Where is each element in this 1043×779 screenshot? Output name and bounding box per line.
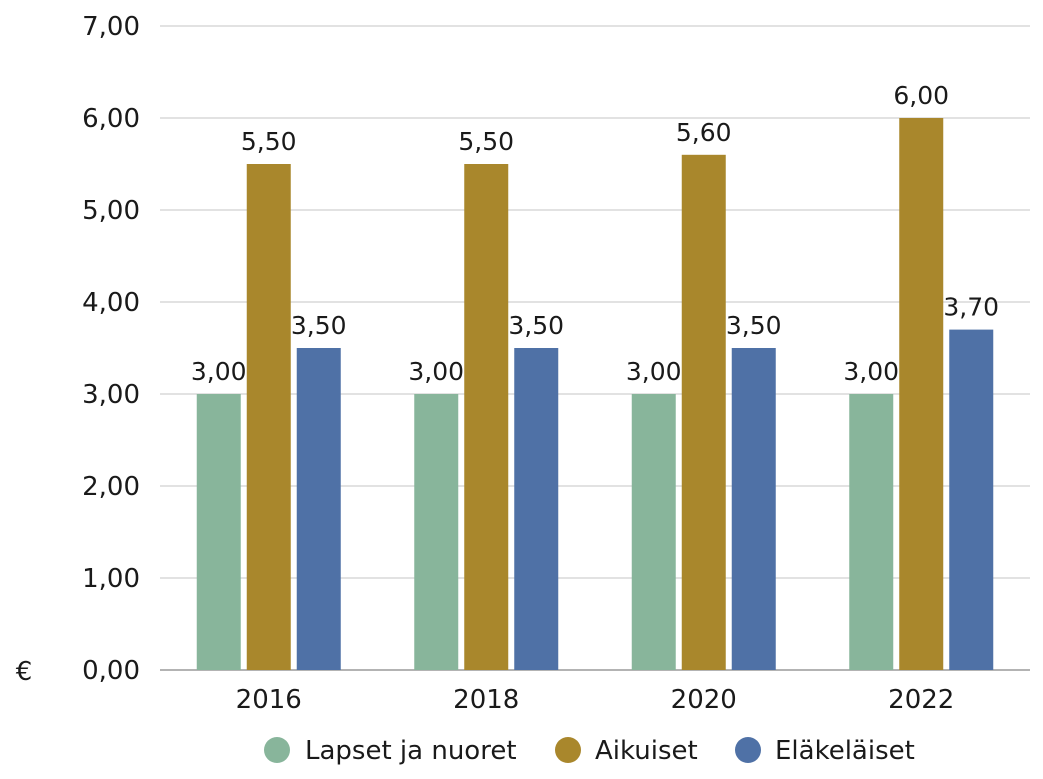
bar bbox=[849, 394, 894, 670]
y-tick-label: 5,00 bbox=[82, 196, 140, 226]
x-tick-label: 2018 bbox=[453, 685, 519, 715]
data-label: 3,00 bbox=[626, 357, 682, 386]
y-tick-label: 2,00 bbox=[82, 472, 140, 502]
bar bbox=[899, 118, 944, 670]
y-axis: 0,00 1,00 2,00 3,00 4,00 5,00 6,00 7,00 bbox=[82, 12, 140, 686]
bars bbox=[196, 118, 994, 671]
bar bbox=[196, 394, 241, 670]
legend-swatch bbox=[264, 737, 290, 763]
bar bbox=[514, 348, 559, 670]
data-label: 5,60 bbox=[676, 118, 732, 147]
bar bbox=[731, 348, 776, 670]
legend: Lapset ja nuoret Aikuiset Eläkeläiset bbox=[264, 736, 915, 766]
bar bbox=[296, 348, 341, 670]
bar bbox=[246, 164, 291, 670]
data-label: 3,00 bbox=[408, 357, 464, 386]
bar bbox=[631, 394, 676, 670]
data-label: 3,50 bbox=[726, 311, 782, 340]
legend-swatch bbox=[735, 737, 761, 763]
data-label: 6,00 bbox=[893, 81, 949, 110]
data-label: 3,50 bbox=[291, 311, 347, 340]
y-tick-label: 0,00 bbox=[82, 656, 140, 686]
bar bbox=[464, 164, 509, 670]
bar bbox=[414, 394, 459, 670]
x-axis: 2016 2018 2020 2022 bbox=[236, 685, 955, 715]
legend-label: Aikuiset bbox=[595, 736, 698, 766]
data-label: 3,00 bbox=[843, 357, 899, 386]
legend-label: Lapset ja nuoret bbox=[305, 736, 517, 766]
data-label: 5,50 bbox=[458, 127, 514, 156]
data-label: 5,50 bbox=[241, 127, 297, 156]
data-labels: 3,00 5,50 3,50 3,00 5,50 3,50 3,00 5,60 3,50 3,00… bbox=[191, 81, 999, 386]
bar bbox=[681, 154, 726, 671]
data-label: 3,00 bbox=[191, 357, 247, 386]
y-tick-label: 7,00 bbox=[82, 12, 140, 42]
x-tick-label: 2022 bbox=[888, 685, 954, 715]
legend-label: Eläkeläiset bbox=[775, 736, 915, 766]
y-unit-label: € bbox=[16, 657, 33, 687]
y-tick-label: 1,00 bbox=[82, 564, 140, 594]
y-tick-label: 6,00 bbox=[82, 104, 140, 134]
legend-swatch bbox=[555, 737, 581, 763]
y-tick-label: 4,00 bbox=[82, 288, 140, 318]
y-tick-label: 3,00 bbox=[82, 380, 140, 410]
data-label: 3,70 bbox=[943, 293, 999, 322]
data-label: 3,50 bbox=[508, 311, 564, 340]
bar bbox=[949, 329, 994, 670]
x-tick-label: 2020 bbox=[671, 685, 737, 715]
x-tick-label: 2016 bbox=[236, 685, 302, 715]
